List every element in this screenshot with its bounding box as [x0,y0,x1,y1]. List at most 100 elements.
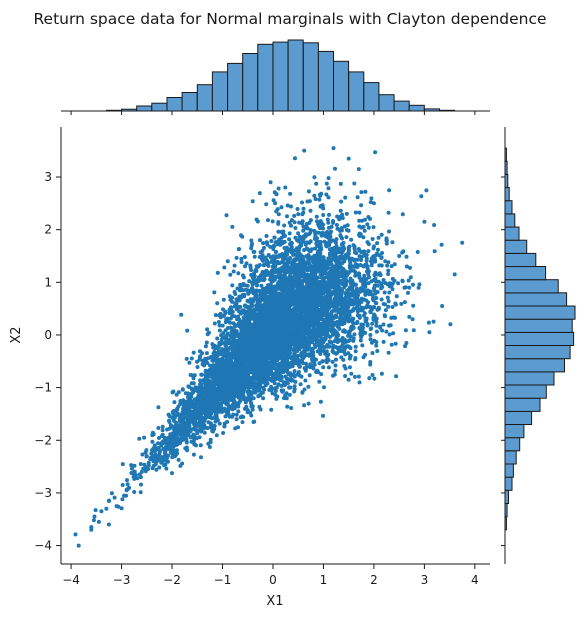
scatter-point [286,204,290,208]
scatter-point [200,373,204,377]
scatter-point [358,380,362,384]
scatter-point [274,389,278,393]
scatter-point [327,213,331,217]
top-hist-bar [364,83,379,111]
scatter-point [305,222,309,226]
scatter-point [346,334,350,338]
right-hist-bar [505,293,567,306]
scatter-point [302,207,306,211]
scatter-point [293,375,297,379]
scatter-point [269,180,273,184]
scatter-point [92,518,96,522]
scatter-point [382,340,386,344]
top-hist-bar [379,95,394,111]
top-hist-bar [334,61,349,111]
scatter-point [325,182,329,186]
scatter-point [373,150,377,154]
top-hist-bar [258,44,273,111]
scatter-point [387,211,391,215]
scatter-point [121,462,125,466]
right-hist-bar [505,372,554,385]
top-hist-bar [212,72,227,111]
scatter-point [237,321,241,325]
scatter-point [327,272,331,276]
scatter-point [321,365,325,369]
scatter-point [265,234,269,238]
scatter-point [227,339,231,343]
scatter-point [352,182,356,186]
scatter-point [184,391,188,395]
scatter-point [363,311,367,315]
scatter-point [210,342,214,346]
scatter-point [230,283,234,287]
scatter-point [228,321,232,325]
scatter-point [357,314,361,318]
scatter-point [335,351,339,355]
scatter-point [373,273,377,277]
scatter-point [276,230,280,234]
scatter-point [258,263,262,267]
scatter-point [235,417,239,421]
scatter-point [296,207,300,211]
scatter-point [388,333,392,337]
scatter-point [334,358,338,362]
scatter-point [203,431,207,435]
scatter-point [358,276,362,280]
scatter-point [370,322,374,326]
scatter-point [192,351,196,355]
scatter-point [343,196,347,200]
scatter-point [315,219,319,223]
scatter-point [185,329,189,333]
scatter-point [333,300,337,304]
scatter-point [376,308,380,312]
scatter-point [375,241,379,245]
scatter-point [133,470,137,474]
scatter-point [284,353,288,357]
scatter-point [113,496,117,500]
scatter-point [293,384,297,388]
top-hist-bar [167,98,182,112]
scatter-point [178,402,182,406]
scatter-point [403,344,407,348]
scatter-point [296,231,300,235]
scatter-point [292,214,296,218]
scatter-point [280,384,284,388]
scatter-point [129,471,133,475]
scatter-point [363,229,367,233]
top-hist-bar [318,51,333,111]
scatter-point [351,317,355,321]
scatter-point [179,313,183,317]
scatter-point [285,214,289,218]
scatter-point [321,414,325,418]
scatter-point [260,249,264,253]
scatter-point [326,218,330,222]
scatter-point [331,349,335,353]
scatter-point [190,391,194,395]
scatter-point [276,261,280,265]
scatter-point [214,420,218,424]
scatter-point [215,337,219,341]
scatter-point [371,351,375,355]
scatter-point [228,294,232,298]
scatter-point [390,343,394,347]
scatter-point [346,330,350,334]
scatter-point [170,471,174,475]
scatter-point [269,239,273,243]
scatter-point [241,273,245,277]
scatter-point [339,182,343,186]
scatter-point [357,211,361,215]
scatter-point [324,193,328,197]
scatter-point [411,283,415,287]
scatter-point [374,324,378,328]
scatter-point [273,236,277,240]
scatter-point [364,277,368,281]
top-hist-bar [228,63,243,111]
scatter-point [386,296,390,300]
scatter-point [126,482,130,486]
scatter-point [432,320,436,324]
scatter-point [312,175,316,179]
scatter-point [232,270,236,274]
scatter-point [285,405,289,409]
scatter-point [264,202,268,206]
scatter-point [171,390,175,394]
